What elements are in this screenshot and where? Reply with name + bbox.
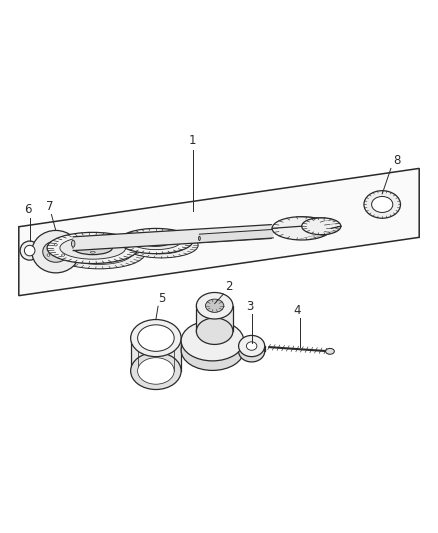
Ellipse shape xyxy=(371,197,393,213)
Ellipse shape xyxy=(302,217,341,235)
Polygon shape xyxy=(73,224,271,251)
Ellipse shape xyxy=(205,299,224,312)
Ellipse shape xyxy=(79,245,84,247)
Ellipse shape xyxy=(43,241,69,262)
Ellipse shape xyxy=(71,240,75,247)
Ellipse shape xyxy=(131,232,181,249)
Ellipse shape xyxy=(138,358,174,384)
Ellipse shape xyxy=(239,341,265,362)
Ellipse shape xyxy=(62,254,64,256)
Ellipse shape xyxy=(124,233,198,258)
Text: 7: 7 xyxy=(46,200,53,214)
Ellipse shape xyxy=(196,318,233,344)
Ellipse shape xyxy=(47,254,50,256)
Text: 8: 8 xyxy=(393,154,400,167)
Polygon shape xyxy=(131,338,181,371)
Ellipse shape xyxy=(239,335,265,357)
Ellipse shape xyxy=(101,245,106,247)
Polygon shape xyxy=(181,341,244,350)
Ellipse shape xyxy=(272,216,331,240)
Polygon shape xyxy=(19,168,419,296)
Ellipse shape xyxy=(67,242,132,264)
Ellipse shape xyxy=(196,293,233,319)
Ellipse shape xyxy=(119,229,193,254)
Ellipse shape xyxy=(73,241,113,255)
Ellipse shape xyxy=(90,252,95,253)
Ellipse shape xyxy=(364,191,400,218)
Ellipse shape xyxy=(20,241,39,260)
Polygon shape xyxy=(272,226,341,228)
Polygon shape xyxy=(199,229,273,243)
Ellipse shape xyxy=(181,320,244,361)
Ellipse shape xyxy=(247,342,257,350)
Text: 6: 6 xyxy=(24,203,31,216)
Ellipse shape xyxy=(131,352,181,390)
Ellipse shape xyxy=(325,349,334,354)
Ellipse shape xyxy=(53,238,145,269)
Ellipse shape xyxy=(198,236,200,240)
Ellipse shape xyxy=(32,230,80,273)
Text: 2: 2 xyxy=(225,280,232,293)
Ellipse shape xyxy=(136,237,186,254)
Text: 1: 1 xyxy=(189,134,197,147)
Polygon shape xyxy=(239,346,265,351)
Text: 5: 5 xyxy=(158,292,166,305)
Ellipse shape xyxy=(141,236,171,246)
Ellipse shape xyxy=(25,245,35,256)
Polygon shape xyxy=(196,306,233,331)
Ellipse shape xyxy=(131,319,181,357)
Text: 3: 3 xyxy=(246,300,253,313)
Ellipse shape xyxy=(80,247,119,260)
Ellipse shape xyxy=(54,244,57,246)
Text: 4: 4 xyxy=(293,304,301,317)
Ellipse shape xyxy=(60,237,126,259)
Ellipse shape xyxy=(138,325,174,351)
Ellipse shape xyxy=(47,232,138,263)
Ellipse shape xyxy=(181,330,244,370)
Ellipse shape xyxy=(146,240,177,251)
